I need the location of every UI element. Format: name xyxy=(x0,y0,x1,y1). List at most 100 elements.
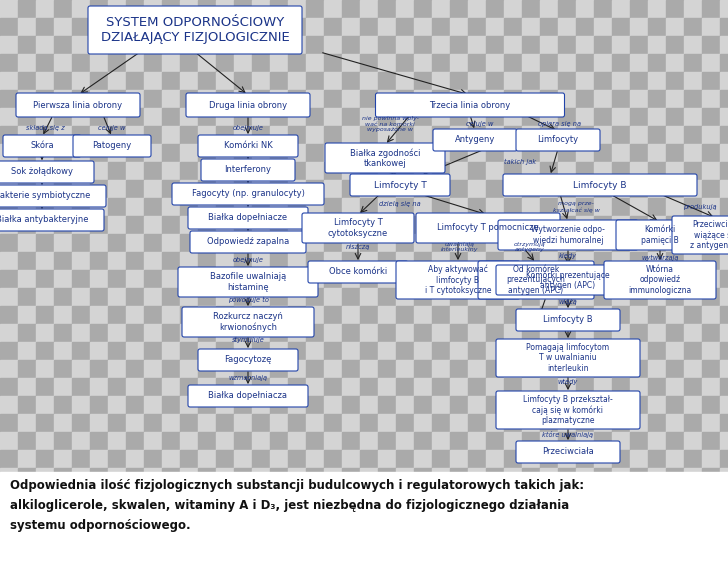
Bar xyxy=(198,378,216,396)
Bar xyxy=(594,108,612,126)
Bar xyxy=(504,342,522,360)
Bar xyxy=(18,108,36,126)
Bar xyxy=(414,198,432,216)
Bar xyxy=(54,0,72,18)
Bar xyxy=(504,558,522,572)
Bar xyxy=(36,486,54,504)
Bar xyxy=(540,90,558,108)
FancyBboxPatch shape xyxy=(201,159,295,181)
Bar xyxy=(216,72,234,90)
Bar xyxy=(342,162,360,180)
Bar xyxy=(666,432,684,450)
Bar xyxy=(342,432,360,450)
Bar xyxy=(360,108,378,126)
Bar xyxy=(432,270,450,288)
Bar xyxy=(144,18,162,36)
Bar xyxy=(378,108,396,126)
Bar xyxy=(504,486,522,504)
Bar xyxy=(648,450,666,468)
Bar xyxy=(216,162,234,180)
Bar xyxy=(450,144,468,162)
Bar xyxy=(414,90,432,108)
Bar xyxy=(0,472,728,572)
Text: Rozkurcz naczyń
krwionośnych: Rozkurcz naczyń krwionośnych xyxy=(213,312,283,332)
FancyBboxPatch shape xyxy=(0,209,104,231)
Bar xyxy=(396,504,414,522)
Bar xyxy=(252,234,270,252)
Bar xyxy=(324,360,342,378)
Bar xyxy=(54,270,72,288)
Text: Interferony: Interferony xyxy=(224,165,272,174)
Bar xyxy=(72,522,90,540)
Bar xyxy=(90,270,108,288)
Bar xyxy=(36,36,54,54)
Bar xyxy=(720,72,728,90)
Bar xyxy=(216,234,234,252)
Bar xyxy=(288,18,306,36)
Bar xyxy=(270,216,288,234)
Bar xyxy=(684,72,702,90)
Bar xyxy=(72,198,90,216)
Bar xyxy=(576,324,594,342)
Bar xyxy=(360,306,378,324)
Bar xyxy=(0,450,18,468)
Bar xyxy=(234,252,252,270)
Bar xyxy=(648,306,666,324)
Bar xyxy=(198,450,216,468)
Bar xyxy=(0,558,18,572)
Bar xyxy=(234,396,252,414)
Text: Komórki NK: Komórki NK xyxy=(223,141,272,150)
Bar xyxy=(306,378,324,396)
Bar xyxy=(144,252,162,270)
Bar xyxy=(468,306,486,324)
Bar xyxy=(288,468,306,486)
Bar xyxy=(234,270,252,288)
Bar xyxy=(180,288,198,306)
Bar xyxy=(702,432,720,450)
Bar xyxy=(216,54,234,72)
Bar xyxy=(18,162,36,180)
Bar xyxy=(360,18,378,36)
Bar xyxy=(540,414,558,432)
Bar xyxy=(126,288,144,306)
Bar xyxy=(666,126,684,144)
Bar xyxy=(396,54,414,72)
Bar xyxy=(666,234,684,252)
Bar xyxy=(18,18,36,36)
Bar xyxy=(630,0,648,18)
Bar xyxy=(72,72,90,90)
Bar xyxy=(54,216,72,234)
Bar xyxy=(180,162,198,180)
Bar xyxy=(666,270,684,288)
Bar xyxy=(54,450,72,468)
Bar xyxy=(270,432,288,450)
Bar xyxy=(396,378,414,396)
Bar xyxy=(396,360,414,378)
Bar xyxy=(504,414,522,432)
Bar xyxy=(306,162,324,180)
Bar xyxy=(378,432,396,450)
FancyBboxPatch shape xyxy=(3,135,81,157)
Text: niszczą: niszczą xyxy=(346,244,370,250)
Bar xyxy=(108,198,126,216)
FancyBboxPatch shape xyxy=(350,174,450,196)
Bar xyxy=(558,324,576,342)
Bar xyxy=(558,108,576,126)
Bar xyxy=(90,522,108,540)
Bar xyxy=(180,54,198,72)
Bar xyxy=(144,180,162,198)
Bar xyxy=(18,216,36,234)
Bar xyxy=(486,306,504,324)
Bar xyxy=(720,378,728,396)
Bar xyxy=(342,540,360,558)
Bar xyxy=(36,468,54,486)
Bar xyxy=(360,252,378,270)
Text: celuje w: celuje w xyxy=(467,121,494,127)
Bar xyxy=(360,270,378,288)
Bar xyxy=(216,288,234,306)
Bar xyxy=(558,522,576,540)
Bar xyxy=(324,162,342,180)
Bar xyxy=(252,252,270,270)
Bar xyxy=(666,450,684,468)
Bar xyxy=(216,180,234,198)
